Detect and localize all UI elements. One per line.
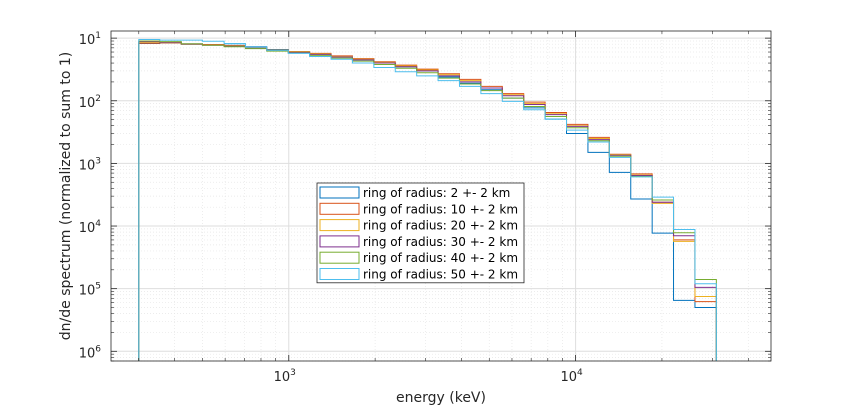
series-line-6 [138,39,717,361]
legend-swatch-2 [319,202,360,215]
y-tick-base: 10 [79,96,96,111]
legend-swatch-3 [319,219,360,232]
tick-marks [111,31,771,362]
y-tick-label: 101 [79,31,101,48]
legend-entry-2: ring of radius: 10 +- 2 km [363,202,518,216]
y-tick-base: 10 [79,346,96,361]
y-tick-base: 10 [79,33,96,48]
legend-swatch-6 [319,268,360,280]
y-tick-label: 106 [79,344,102,361]
x-tick-labels: 103 104 [274,368,583,385]
y-tick-label: 105 [79,282,101,299]
y-tick-exponent: 6 [95,344,101,354]
legend-entry-5: ring of radius: 40 +- 2 km [363,251,518,265]
y-tick-label: 104 [79,219,102,236]
series-layer [138,39,717,361]
y-tick-base: 10 [79,284,96,299]
y-tick-exponent: 2 [95,94,101,104]
major-grid [111,31,771,361]
x-tick-label: 104 [560,368,583,385]
y-tick-exponent: 1 [95,31,101,41]
x-tick-base: 10 [560,370,577,385]
legend: ring of radius: 2 +- 2 km ring of radius:… [316,182,525,284]
x-tick-exponent: 3 [290,368,296,378]
x-axis-label: energy (keV) [396,390,486,406]
y-tick-label: 102 [79,94,101,111]
y-tick-base: 10 [79,158,96,173]
legend-entry-4: ring of radius: 30 +- 2 km [363,235,518,249]
legend-entry-3: ring of radius: 20 +- 2 km [363,219,518,233]
y-tick-base: 10 [79,221,96,236]
legend-swatch-1 [319,186,360,199]
legend-entry-1: ring of radius: 2 +- 2 km [363,186,510,200]
y-tick-exponent: 5 [95,282,101,292]
x-tick-exponent: 4 [577,368,583,378]
series-line-5 [138,40,717,361]
y-axis-label: dn/de spectrum (normalized to sum to 1) [58,52,74,340]
x-tick-base: 10 [274,370,291,385]
x-tick-label: 103 [274,368,296,385]
y-tick-exponent: 4 [95,219,101,229]
legend-entry-6: ring of radius: 50 +- 2 km [363,268,518,282]
legend-box [316,182,525,284]
y-tick-exponent: 3 [95,156,101,166]
legend-swatch-5 [319,251,360,264]
legend-swatch-4 [319,235,360,248]
y-tick-label: 103 [79,156,101,173]
